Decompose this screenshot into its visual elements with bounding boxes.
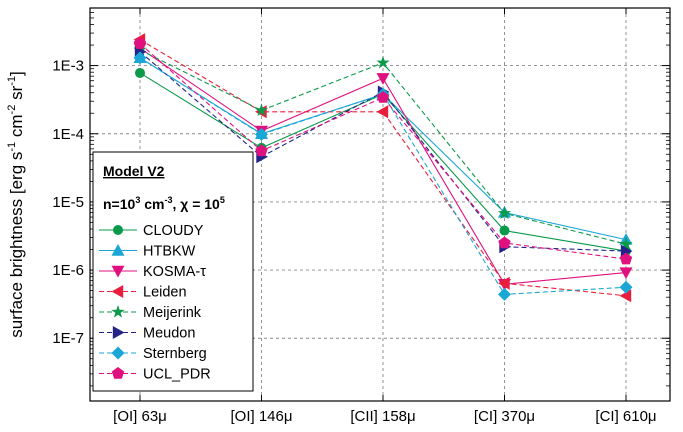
legend-label: UCL_PDR	[143, 367, 211, 383]
y-tick-label: 1E-6	[52, 262, 84, 279]
legend-marker	[111, 346, 125, 360]
data-point	[619, 267, 633, 280]
data-point	[499, 225, 510, 236]
series-line	[139, 39, 627, 297]
data-point	[619, 237, 633, 250]
legend-subtitle-a: n=10	[103, 196, 136, 212]
legend-label: Leiden	[143, 285, 187, 301]
legend-item: HTBKW	[99, 244, 196, 260]
y-tick-label: 1E-5	[52, 194, 84, 211]
y-tick-label: 1E-4	[52, 126, 84, 143]
plot-frame	[89, 7, 671, 402]
x-tick-label: [CI] 370μ	[474, 408, 535, 425]
legend-title: Model V2	[103, 163, 165, 179]
legend-label: Meijerink	[143, 305, 202, 321]
legend-marker	[111, 244, 125, 256]
data-point	[376, 55, 390, 69]
data-point	[254, 103, 269, 117]
data-point	[498, 287, 511, 301]
y-axis-label-exp3: -1	[6, 76, 18, 86]
y-axis-label-exp1: -1	[6, 142, 18, 152]
legend-item: Leiden	[99, 285, 187, 301]
data-point	[135, 67, 145, 78]
legend-marker	[112, 326, 125, 339]
data-point	[255, 127, 268, 141]
legend-subtitle-c-sup: 5	[220, 195, 225, 205]
legend-subtitle-c: , χ = 10	[172, 196, 220, 212]
legend-subtitle-b-sup: -3	[164, 195, 172, 205]
legend-label: Meudon	[143, 326, 195, 342]
series-7	[133, 37, 633, 265]
legend-item: Sternberg	[99, 346, 207, 362]
y-axis-label-exp2: -2	[6, 105, 18, 115]
y-axis-label: surface brightness [erg s-1 cm-2 sr-1]	[6, 71, 26, 338]
data-point	[619, 252, 633, 265]
legend-marker	[111, 285, 124, 298]
data-point	[376, 91, 390, 103]
legend-items: CLOUDY HTBKW KOSMA-τ Leiden Meijerink Meudon S…	[99, 223, 211, 383]
legend-marker	[111, 367, 125, 379]
legend-item: CLOUDY	[99, 223, 204, 239]
data-point	[133, 37, 147, 49]
data-point	[498, 236, 511, 249]
y-tick-label: 1E-7	[52, 330, 84, 347]
series-line	[139, 43, 627, 260]
y-axis-label-mid1: cm	[7, 114, 26, 141]
data-point	[498, 276, 510, 290]
x-tick-label: [OI] 146μ	[230, 408, 292, 425]
series-layer	[133, 33, 633, 303]
legend-marker	[111, 305, 125, 318]
legend-item: UCL_PDR	[99, 367, 211, 383]
legend-subtitle: n=103 cm-3, χ = 105	[103, 195, 225, 212]
tick-layer: [OI] 63μ [OI] 146μ [CII] 158μ [CI] 370μ [CI]…	[52, 7, 670, 425]
legend-subtitle-b: cm	[140, 196, 164, 212]
data-point	[619, 289, 632, 303]
legend-item: Meijerink	[99, 305, 202, 321]
legend-subtitle-a-sup: 3	[135, 195, 140, 205]
legend-label: CLOUDY	[143, 223, 204, 239]
legend-label: HTBKW	[143, 244, 196, 260]
legend-marker	[113, 225, 123, 235]
y-axis-label-mid2: sr	[7, 85, 26, 104]
data-point	[619, 280, 633, 294]
y-tick-label: 1E-3	[52, 58, 84, 75]
data-point	[133, 51, 147, 65]
legend-label: KOSMA-τ	[143, 264, 206, 280]
data-point	[376, 73, 390, 85]
x-tick-label: [OI] 63μ	[113, 408, 167, 425]
x-tick-label: [CI] 610μ	[595, 408, 656, 425]
y-axis-label-base: surface brightness [erg s	[7, 152, 26, 338]
legend-item: Meudon	[99, 326, 195, 342]
series-line	[139, 57, 627, 295]
legend-label: Sternberg	[143, 346, 207, 362]
y-axis-label-end: ]	[7, 71, 26, 76]
data-point	[497, 206, 512, 219]
data-point	[255, 144, 268, 157]
legend-item: KOSMA-τ	[99, 264, 206, 280]
legend-marker	[111, 265, 125, 278]
legend: Model V2 n=103 cm-3, χ = 105 CLOUDY HTBKW…	[92, 151, 254, 392]
data-point	[376, 105, 389, 119]
x-tick-label: [CII] 158μ	[350, 408, 415, 425]
